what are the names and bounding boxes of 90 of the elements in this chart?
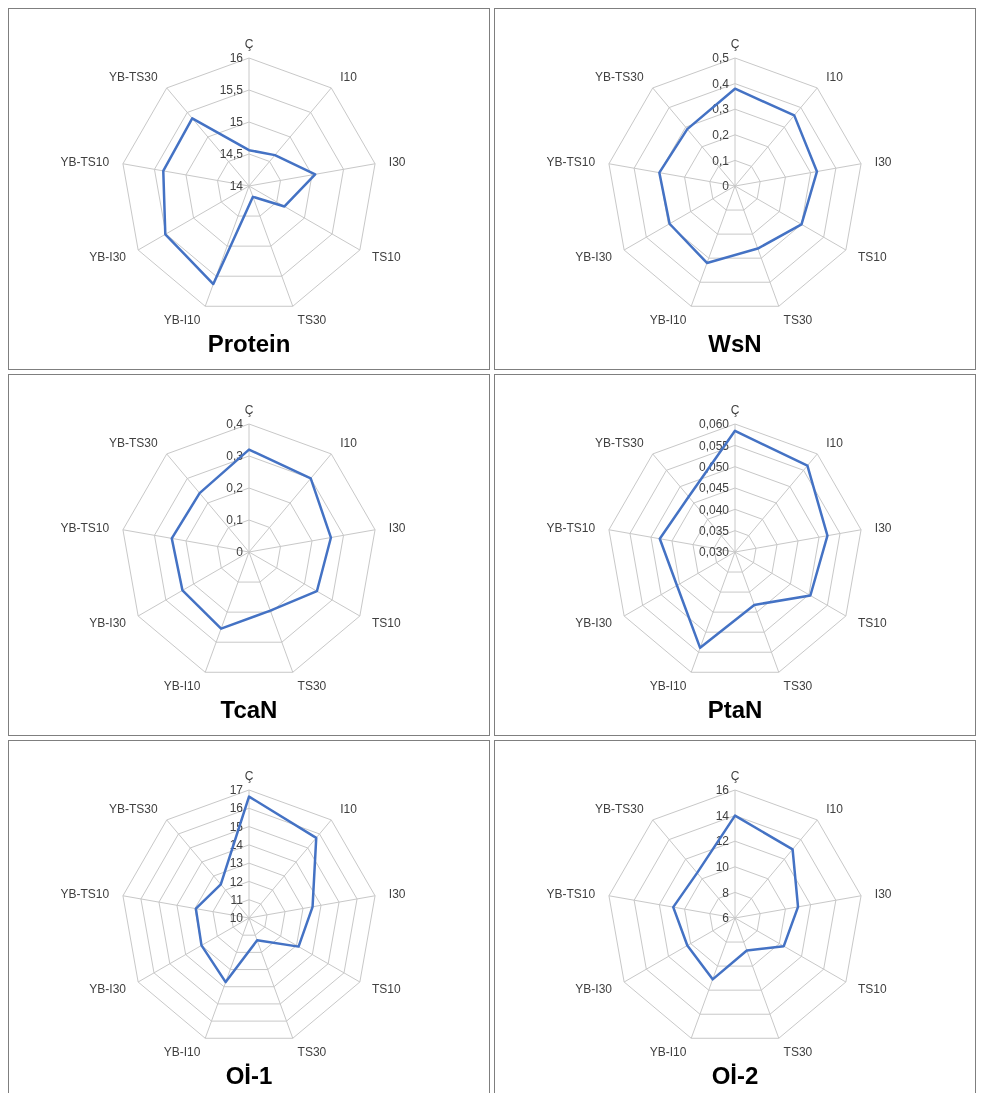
spoke-label: YB-TS30 [109,70,159,85]
spoke-label: YB-TS30 [595,70,645,85]
y-tick-label: 0 [722,179,730,194]
y-tick-label: 0,030 [698,545,730,560]
y-tick-label: 10 [715,860,730,874]
y-tick-label: 0,5 [712,51,730,66]
spoke-label: YB-I10 [163,678,201,693]
y-tick-label: 16 [229,51,244,66]
y-tick-label: 0,035 [698,523,730,538]
spoke-label: YB-TS10 [546,886,596,901]
y-tick-label: 0,1 [712,153,730,168]
y-tick-label: 16 [229,801,244,816]
spoke-label: TS10 [857,982,887,997]
spoke-label: YB-I10 [163,1044,201,1059]
spoke-label: YB-TS30 [109,802,159,817]
spoke-label: TS10 [857,616,887,631]
spoke-label: TS30 [783,312,813,327]
spoke-label: I30 [388,520,406,535]
y-tick-label: 15,5 [219,83,244,98]
spoke-label: I30 [388,154,406,169]
y-tick-label: 0,4 [712,76,730,91]
y-tick-label: 14 [715,808,730,823]
y-tick-label: 0,1 [226,513,244,528]
spoke-label: YB-I10 [649,678,687,693]
spoke-label: YB-TS10 [60,520,110,535]
y-tick-label: 11 [230,892,244,907]
y-tick-label: 0,4 [226,417,244,432]
text: Protein [207,330,291,357]
text: PtaN [707,696,763,723]
y-tick-label: 0,060 [698,417,730,432]
spoke-label: I30 [874,520,892,535]
y-tick-label: 10 [229,911,244,926]
spoke-label: YB-TS10 [60,154,110,169]
spoke-label: YB-I30 [575,616,613,631]
spoke-label: TS30 [783,1044,813,1059]
spoke-label: I10 [340,70,358,85]
spoke-label: TS10 [371,616,401,631]
spoke-label: YB-I10 [649,1044,687,1059]
spoke-label: I10 [826,802,844,817]
y-tick-label: 14,5 [219,147,244,162]
spoke-label: YB-TS10 [546,520,596,535]
y-tick-label: 0,045 [698,481,730,496]
text: WsN [708,330,762,357]
spoke-label: TS30 [297,1044,327,1059]
spoke-label: TS30 [783,678,813,693]
spoke-label: I30 [874,886,892,901]
spoke-label: I10 [826,436,844,451]
spoke-label: TS10 [371,982,401,997]
spoke-label: I10 [340,802,358,817]
spoke-label: YB-TS30 [595,436,645,451]
y-tick-label: 6 [722,911,730,926]
spoke-label: YB-I30 [575,250,613,265]
spoke-label: Ç [244,769,254,784]
y-tick-label: 0 [236,545,244,560]
spoke-label: I30 [388,886,406,901]
y-tick-label: 12 [229,874,244,889]
spoke-label: YB-I30 [89,616,127,631]
y-tick-label: 8 [722,885,730,900]
spoke-label: YB-I30 [575,982,613,997]
spoke-label: Ç [730,37,740,52]
spoke-label: Ç [730,769,740,784]
y-tick-label: 0,2 [712,128,730,142]
spoke-label: I10 [340,436,358,451]
y-tick-label: 13 [229,856,244,871]
spoke-label: YB-I10 [163,312,201,327]
spoke-label: YB-TS10 [546,154,596,169]
spoke-label: Ç [244,403,254,418]
spoke-label: YB-TS30 [595,802,645,817]
spoke-label: YB-I30 [89,982,127,997]
spoke-label: YB-TS10 [60,886,110,901]
spoke-label: I10 [826,70,844,85]
y-tick-label: 16 [715,783,730,798]
text: Oİ-1 [225,1062,273,1089]
text: TcaN [220,696,278,723]
spoke-label: YB-TS30 [109,436,159,451]
spoke-label: Ç [730,403,740,418]
y-tick-label: 14 [229,179,244,194]
spoke-label: I30 [874,154,892,169]
y-tick-label: 0,040 [698,502,730,517]
y-tick-label: 17 [229,783,244,798]
y-tick-label: 15 [229,115,244,130]
text: Oİ-2 [711,1062,759,1089]
spoke-label: TS10 [371,250,401,265]
spoke-label: YB-I30 [89,250,127,265]
spoke-label: TS30 [297,312,327,327]
spoke-label: YB-I10 [649,312,687,327]
spoke-label: Ç [244,37,254,52]
y-tick-label: 0,2 [226,481,244,496]
spoke-label: TS10 [857,250,887,265]
spoke-label: TS30 [297,678,327,693]
